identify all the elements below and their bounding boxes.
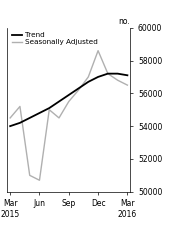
Text: no.: no.	[119, 17, 130, 26]
Legend: Trend, Seasonally Adjusted: Trend, Seasonally Adjusted	[11, 31, 99, 46]
